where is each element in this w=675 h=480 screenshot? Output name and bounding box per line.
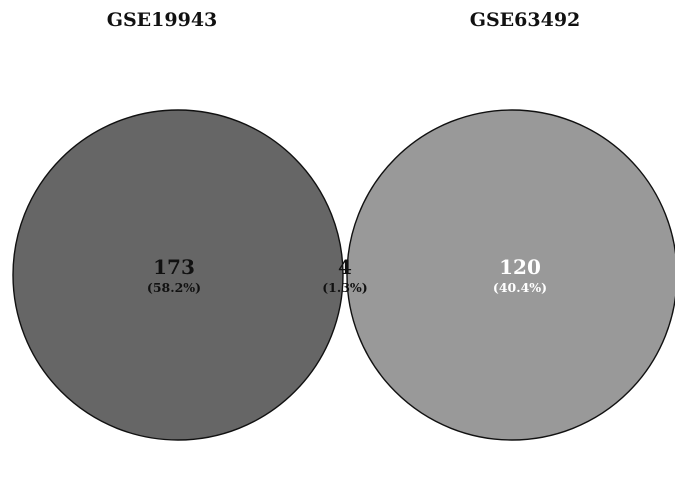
set-circle-right bbox=[347, 110, 675, 440]
set-circle-left bbox=[13, 110, 343, 440]
count-intersection: 4 bbox=[338, 255, 352, 279]
count-left-only: 173 bbox=[153, 255, 195, 279]
set-outline-right bbox=[346, 109, 675, 441]
percent-right-only: (40.4%) bbox=[493, 280, 547, 295]
percent-left-only: (58.2%) bbox=[147, 280, 201, 295]
percent-intersection: (1.3%) bbox=[322, 280, 367, 295]
set-label-left: GSE19943 bbox=[107, 9, 218, 31]
count-right-only: 120 bbox=[499, 255, 541, 279]
set-label-right: GSE63492 bbox=[470, 9, 581, 31]
set-outline-left bbox=[12, 109, 344, 441]
